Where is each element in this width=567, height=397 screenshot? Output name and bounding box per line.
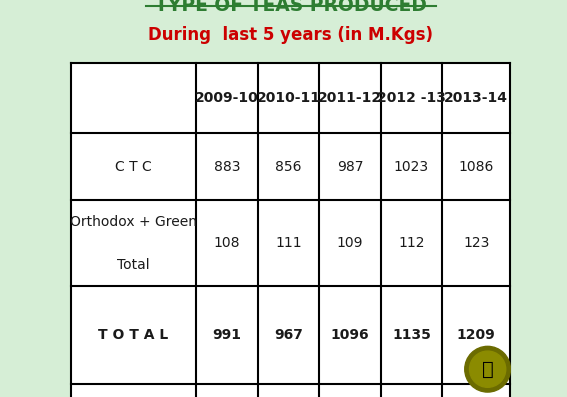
Text: Orthodox + Green: Orthodox + Green <box>70 215 197 229</box>
Text: 991: 991 <box>213 328 242 342</box>
Circle shape <box>469 351 506 387</box>
Text: 1086: 1086 <box>459 160 494 174</box>
Text: 2013-14: 2013-14 <box>445 91 508 105</box>
Text: 1135: 1135 <box>392 328 431 342</box>
Text: 967: 967 <box>274 328 303 342</box>
Text: 123: 123 <box>463 236 489 250</box>
Text: 2009-10: 2009-10 <box>195 91 259 105</box>
Text: 987: 987 <box>337 160 363 174</box>
Circle shape <box>465 346 510 392</box>
Text: 112: 112 <box>398 236 425 250</box>
Text: 1209: 1209 <box>457 328 496 342</box>
Text: 111: 111 <box>275 236 302 250</box>
Text: 856: 856 <box>275 160 302 174</box>
Text: 1096: 1096 <box>331 328 369 342</box>
Text: 109: 109 <box>337 236 363 250</box>
Text: 1023: 1023 <box>394 160 429 174</box>
Text: 2010-11: 2010-11 <box>256 91 320 105</box>
Text: During  last 5 years (in M.Kgs): During last 5 years (in M.Kgs) <box>148 26 433 44</box>
Text: 2012 -13: 2012 -13 <box>377 91 446 105</box>
Text: T O T A L: T O T A L <box>98 328 168 342</box>
Text: C T C: C T C <box>115 160 152 174</box>
Text: Total: Total <box>117 258 150 272</box>
Text: TYPE OF TEAS PRODUCED: TYPE OF TEAS PRODUCED <box>155 0 426 15</box>
Text: 883: 883 <box>214 160 240 174</box>
Text: 108: 108 <box>214 236 240 250</box>
Bar <box>71 63 510 397</box>
Text: 2011-12: 2011-12 <box>318 91 382 105</box>
Text: 🌿: 🌿 <box>482 360 493 379</box>
